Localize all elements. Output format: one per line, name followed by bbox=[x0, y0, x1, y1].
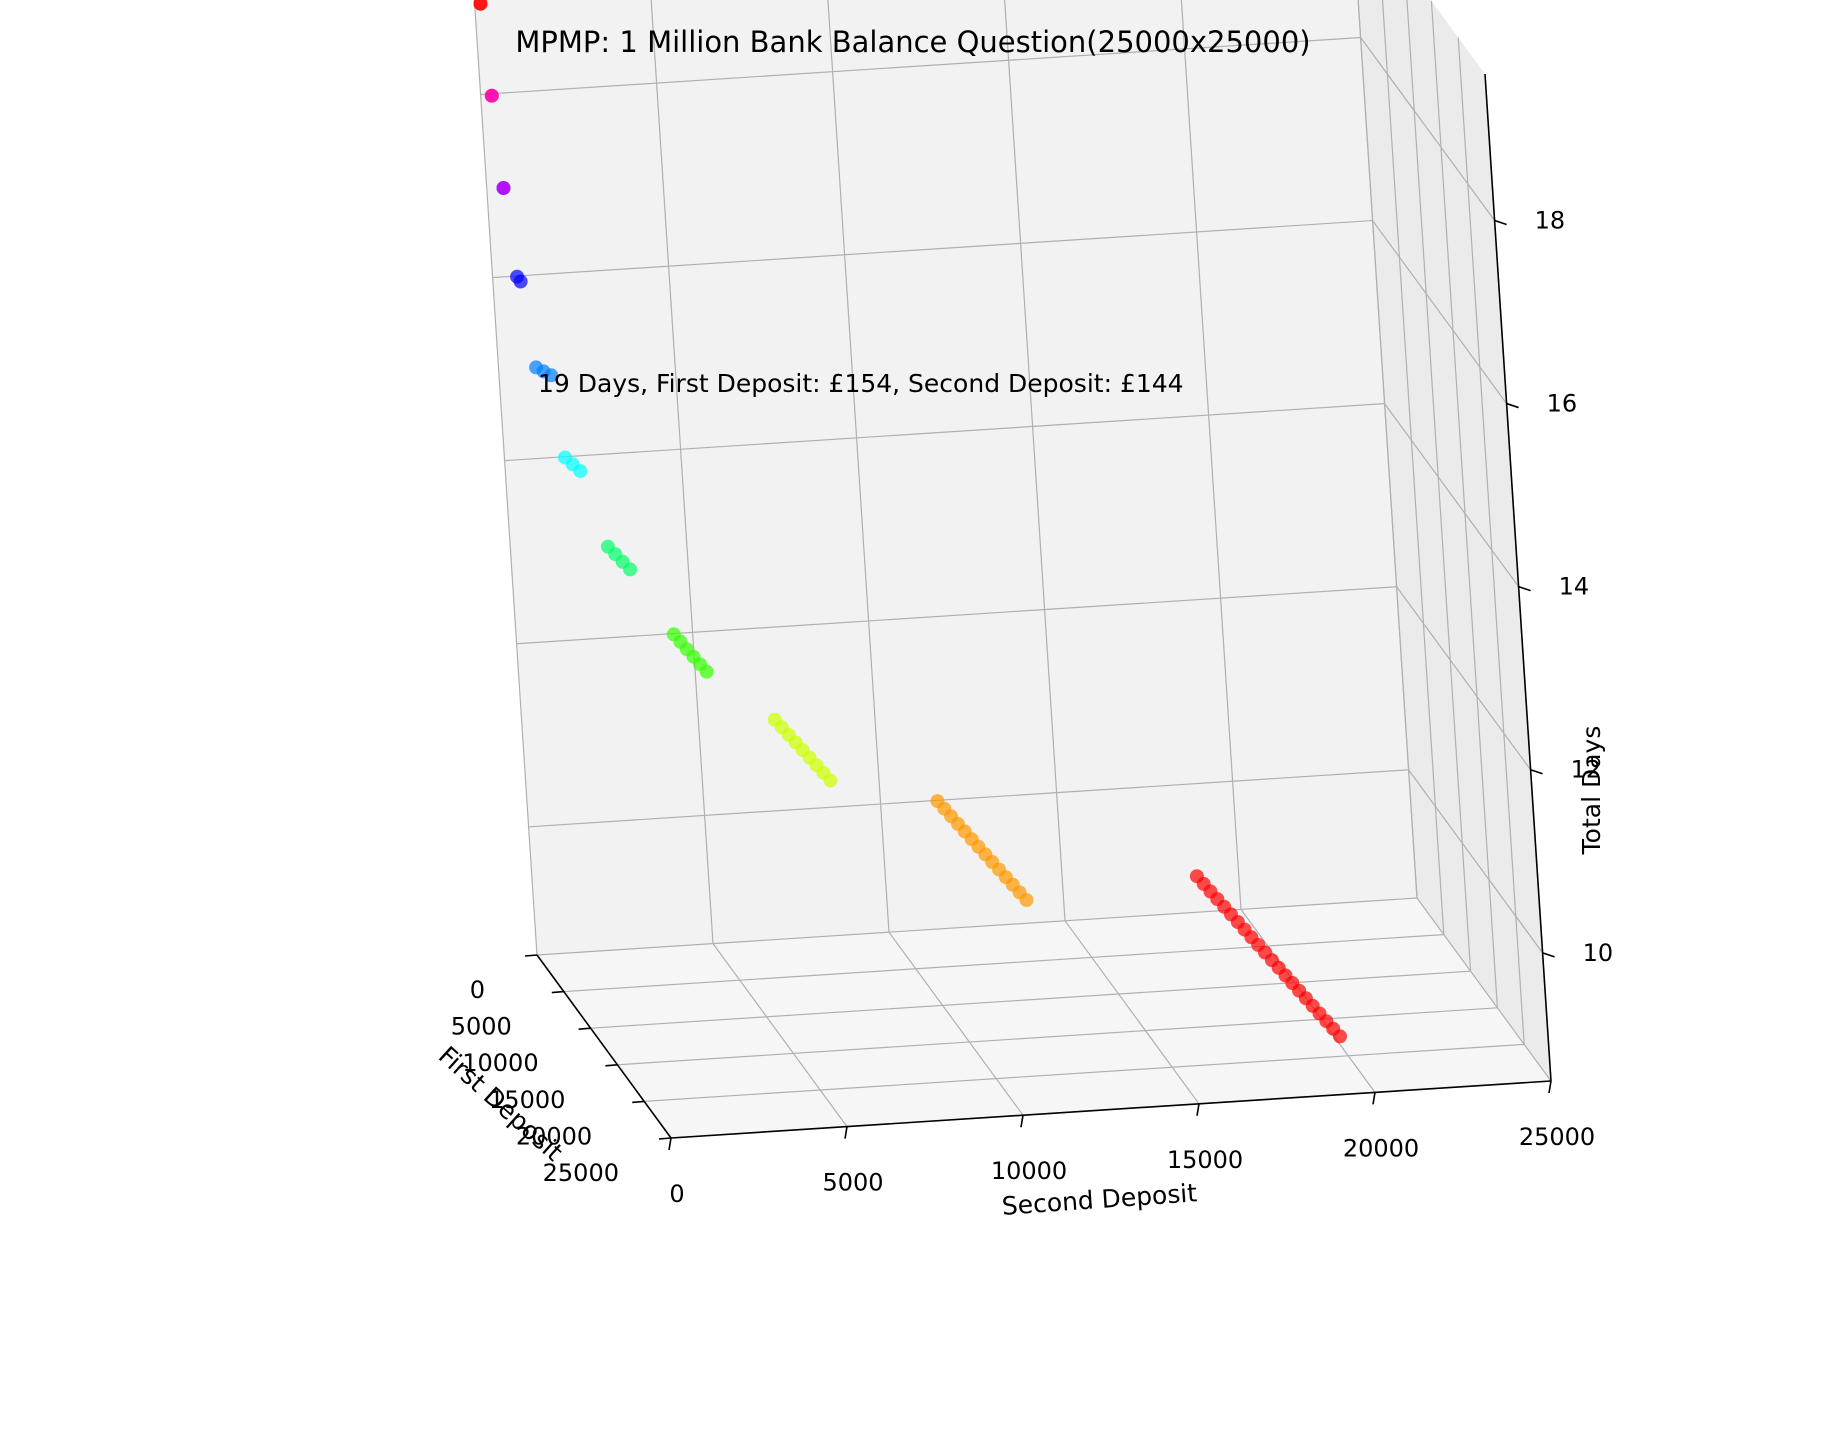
x-tick-label: 15000 bbox=[489, 1086, 565, 1114]
grid-line bbox=[712, 943, 848, 1127]
grid-line bbox=[1381, 0, 1445, 935]
grid-line bbox=[650, 0, 714, 944]
y-tick bbox=[1372, 1092, 1376, 1105]
x-tick-label: 20000 bbox=[516, 1122, 592, 1150]
y-tick-label: 0 bbox=[669, 1180, 684, 1208]
y-tick-label: 15000 bbox=[1167, 1146, 1243, 1174]
grid-line bbox=[1430, 0, 1498, 1008]
grid-line bbox=[504, 403, 1385, 462]
grid-line bbox=[827, 0, 890, 933]
data-point bbox=[544, 368, 559, 383]
data-point bbox=[1019, 893, 1034, 907]
back-pane bbox=[474, 0, 1417, 955]
z-axis-line bbox=[1484, 73, 1552, 1082]
y-tick bbox=[1548, 1080, 1552, 1094]
data-point bbox=[473, 0, 488, 11]
x-tick bbox=[632, 1100, 645, 1104]
grid-line bbox=[617, 1007, 1498, 1066]
grid-line bbox=[1357, 0, 1418, 899]
x-axis-line bbox=[536, 954, 672, 1139]
x-tick bbox=[551, 990, 564, 994]
z-tick-label: 16 bbox=[1547, 390, 1578, 418]
z-tick-label: 18 bbox=[1535, 206, 1566, 234]
x-tick bbox=[524, 954, 538, 957]
grid-line bbox=[1396, 586, 1532, 771]
x-tick bbox=[578, 1027, 591, 1030]
grid-line bbox=[1372, 220, 1508, 404]
y-axis-line bbox=[670, 1080, 1552, 1139]
x-tick bbox=[605, 1064, 618, 1067]
x-tick-label: 25000 bbox=[543, 1159, 619, 1187]
grid-line bbox=[536, 897, 1418, 956]
data-layer bbox=[473, 0, 1347, 1044]
z-axis-title: Total Days bbox=[1577, 726, 1606, 856]
grid-line bbox=[1457, 37, 1525, 1045]
x-tick-label: 0 bbox=[470, 976, 485, 1004]
chart-title: MPMP: 1 Million Bank Balance Question(25… bbox=[515, 25, 1310, 59]
data-point bbox=[513, 274, 528, 289]
data-point bbox=[699, 664, 714, 679]
data-point bbox=[496, 181, 511, 195]
grid-line bbox=[590, 970, 1471, 1029]
y-tick-label: 25000 bbox=[1519, 1123, 1595, 1151]
z-tick bbox=[1506, 402, 1519, 409]
grid-line bbox=[516, 586, 1397, 645]
grid-line bbox=[1064, 920, 1200, 1105]
grid-line bbox=[528, 769, 1409, 828]
grid-line bbox=[644, 1043, 1525, 1102]
grid-line bbox=[1360, 37, 1496, 221]
grid-line bbox=[1180, 0, 1242, 910]
data-point bbox=[823, 773, 838, 788]
x-tick-label: 10000 bbox=[462, 1049, 538, 1077]
z-tick bbox=[1530, 768, 1543, 775]
x-tick-label: 5000 bbox=[451, 1013, 512, 1041]
y-tick bbox=[1196, 1103, 1200, 1116]
grid-line bbox=[563, 934, 1444, 993]
x-tick bbox=[658, 1137, 672, 1140]
z-tick bbox=[1494, 219, 1507, 226]
grid-line bbox=[1406, 0, 1472, 972]
grid-line bbox=[473, 0, 538, 956]
y-tick-label: 20000 bbox=[1343, 1134, 1419, 1162]
grid-line bbox=[492, 219, 1373, 279]
annotation-label: 19 Days, First Deposit: £154, Second Dep… bbox=[538, 369, 1184, 398]
axis-layer: 0 5000 10000 15000 20000 25000 0 5000 10000 15000… bbox=[451, 73, 1614, 1208]
pane-layer bbox=[474, 0, 1551, 1138]
grid-line bbox=[888, 931, 1024, 1116]
grid-line bbox=[1408, 769, 1544, 954]
y-tick bbox=[1020, 1115, 1024, 1128]
y-tick bbox=[844, 1126, 848, 1139]
y-tick-label: 5000 bbox=[822, 1169, 883, 1197]
z-tick bbox=[1518, 585, 1531, 592]
z-tick-label: 10 bbox=[1583, 939, 1614, 967]
data-point bbox=[484, 88, 499, 103]
grid-line bbox=[1384, 403, 1520, 588]
floor-pane bbox=[537, 898, 1551, 1138]
data-point bbox=[623, 562, 638, 577]
grid-line bbox=[1416, 897, 1552, 1082]
y-tick bbox=[668, 1137, 672, 1151]
grid-line bbox=[1004, 0, 1066, 921]
side-pane bbox=[1358, 0, 1551, 1081]
z-tick bbox=[1542, 952, 1555, 958]
data-point bbox=[573, 464, 588, 479]
data-point bbox=[1333, 1029, 1347, 1044]
z-tick-label: 14 bbox=[1559, 573, 1590, 601]
grid-line bbox=[480, 36, 1361, 96]
z-tick-label: 12 bbox=[1571, 756, 1602, 784]
y-tick-label: 10000 bbox=[991, 1157, 1067, 1185]
